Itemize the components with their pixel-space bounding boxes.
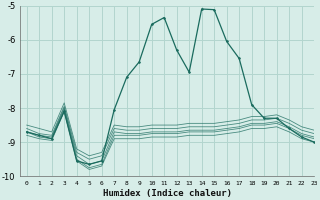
X-axis label: Humidex (Indice chaleur): Humidex (Indice chaleur): [103, 189, 232, 198]
